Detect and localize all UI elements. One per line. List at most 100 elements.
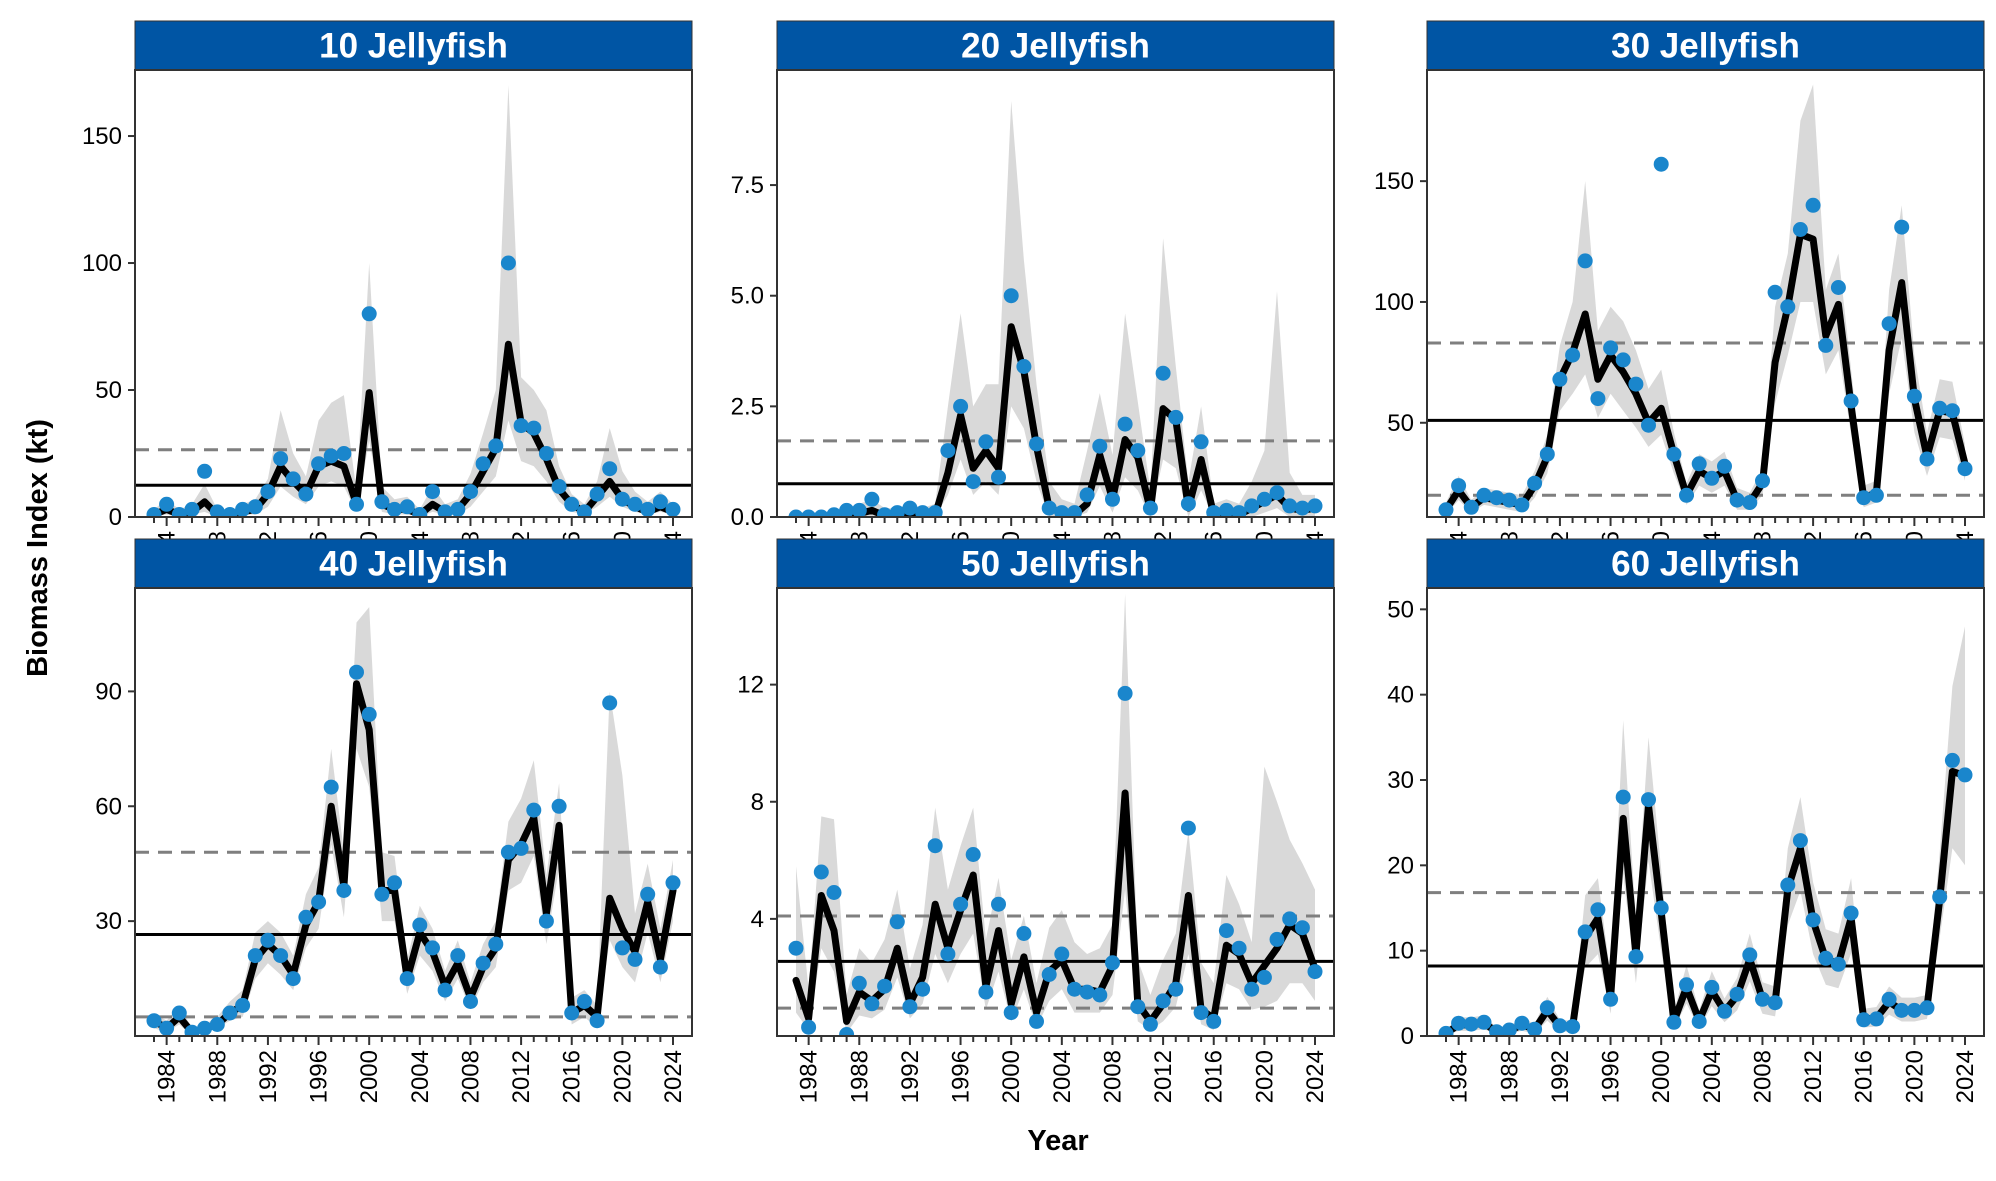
data-point: [336, 883, 352, 898]
data-point: [1843, 905, 1859, 921]
data-point: [235, 501, 251, 517]
data-point: [576, 504, 592, 517]
data-point: [851, 975, 867, 991]
data-point: [1193, 1005, 1209, 1021]
data-point: [463, 994, 478, 1009]
data-point: [1067, 981, 1082, 997]
x-tick-label: 1984: [796, 1050, 823, 1103]
data-point: [1451, 478, 1467, 494]
x-tick-label: 2012: [1800, 1050, 1827, 1103]
data-point: [1830, 280, 1846, 295]
data-point: [349, 496, 364, 512]
data-point: [1092, 987, 1108, 1003]
data-point: [1691, 456, 1707, 472]
data-point: [1539, 446, 1555, 462]
data-point: [953, 398, 969, 414]
data-point: [184, 1024, 200, 1036]
data-point: [1615, 352, 1631, 368]
data-point: [1792, 833, 1808, 849]
data-point: [146, 1013, 162, 1029]
data-point: [1565, 347, 1581, 363]
data-point: [1906, 388, 1922, 404]
data-point: [614, 940, 630, 956]
data-point: [940, 443, 956, 459]
data-point: [1294, 500, 1310, 516]
data-point: [1054, 946, 1070, 962]
data-point: [1142, 500, 1158, 516]
plot-area: [1427, 84, 1984, 517]
y-tick-label: 50: [95, 377, 122, 404]
x-tick-label: 2016: [1201, 1050, 1228, 1103]
data-point: [1641, 417, 1656, 433]
panel-border: [776, 69, 1335, 518]
data-point: [1641, 792, 1656, 808]
data-point: [1856, 1012, 1872, 1028]
data-point: [247, 499, 263, 515]
y-tick-label: 60: [95, 793, 122, 820]
data-point: [500, 844, 516, 860]
data-point: [1729, 986, 1745, 1002]
data-point: [1527, 1021, 1543, 1036]
data-point: [1501, 492, 1517, 508]
y-tick-label: 20: [1387, 852, 1414, 879]
data-point: [1666, 1014, 1682, 1030]
data-point: [640, 886, 656, 902]
data-point: [159, 496, 175, 512]
data-point: [500, 255, 516, 271]
data-point: [1029, 1013, 1044, 1029]
data-point: [1180, 820, 1196, 836]
y-tick-label: 30: [95, 908, 122, 935]
data-point: [1552, 1018, 1568, 1034]
data-point: [864, 996, 880, 1012]
x-tick-label: 2020: [609, 1050, 636, 1103]
data-point: [978, 984, 994, 1000]
data-point: [889, 505, 905, 517]
data-point: [1742, 495, 1758, 510]
data-point: [915, 505, 931, 517]
data-point: [1180, 496, 1196, 512]
data-point: [1932, 400, 1948, 416]
data-point: [209, 504, 225, 517]
data-point: [1577, 253, 1593, 269]
data-point: [1780, 299, 1796, 315]
x-tick-label: 2008: [458, 1050, 485, 1103]
data-point: [965, 474, 981, 490]
y-tick-label: 150: [82, 123, 122, 150]
data-point: [1856, 490, 1872, 506]
data-point: [1603, 991, 1619, 1007]
data-point: [1881, 991, 1897, 1007]
data-point: [513, 840, 529, 856]
data-point: [1717, 458, 1732, 474]
data-point: [1003, 288, 1019, 304]
y-tick-label: 10: [1387, 938, 1414, 965]
data-point: [877, 978, 893, 994]
data-point: [665, 501, 681, 517]
data-point: [184, 501, 200, 517]
data-point: [1489, 1024, 1505, 1036]
data-point: [1565, 1019, 1581, 1035]
data-point: [513, 418, 529, 434]
data-point: [374, 494, 390, 510]
data-point: [450, 501, 466, 517]
data-point: [1016, 926, 1032, 941]
y-tick-label: 30: [1387, 767, 1414, 794]
data-point: [1269, 931, 1285, 947]
data-point: [1653, 900, 1669, 916]
data-point: [1704, 470, 1720, 486]
data-point: [1117, 416, 1133, 432]
data-point: [1957, 767, 1973, 783]
y-tick-label: 40: [1387, 682, 1414, 709]
x-tick-label: 2000: [1648, 1050, 1675, 1103]
panel-strip: [1426, 20, 1985, 71]
panel-strip: [776, 20, 1335, 71]
panel-border: [134, 587, 693, 1037]
data-point: [323, 448, 339, 464]
data-point: [1717, 1003, 1732, 1019]
data-point: [1130, 999, 1146, 1015]
y-tick-label: 90: [95, 678, 122, 705]
data-point: [1628, 949, 1644, 965]
data-point: [1755, 473, 1770, 489]
panel-title: 20 Jellyfish: [961, 27, 1150, 66]
data-point: [399, 971, 415, 987]
